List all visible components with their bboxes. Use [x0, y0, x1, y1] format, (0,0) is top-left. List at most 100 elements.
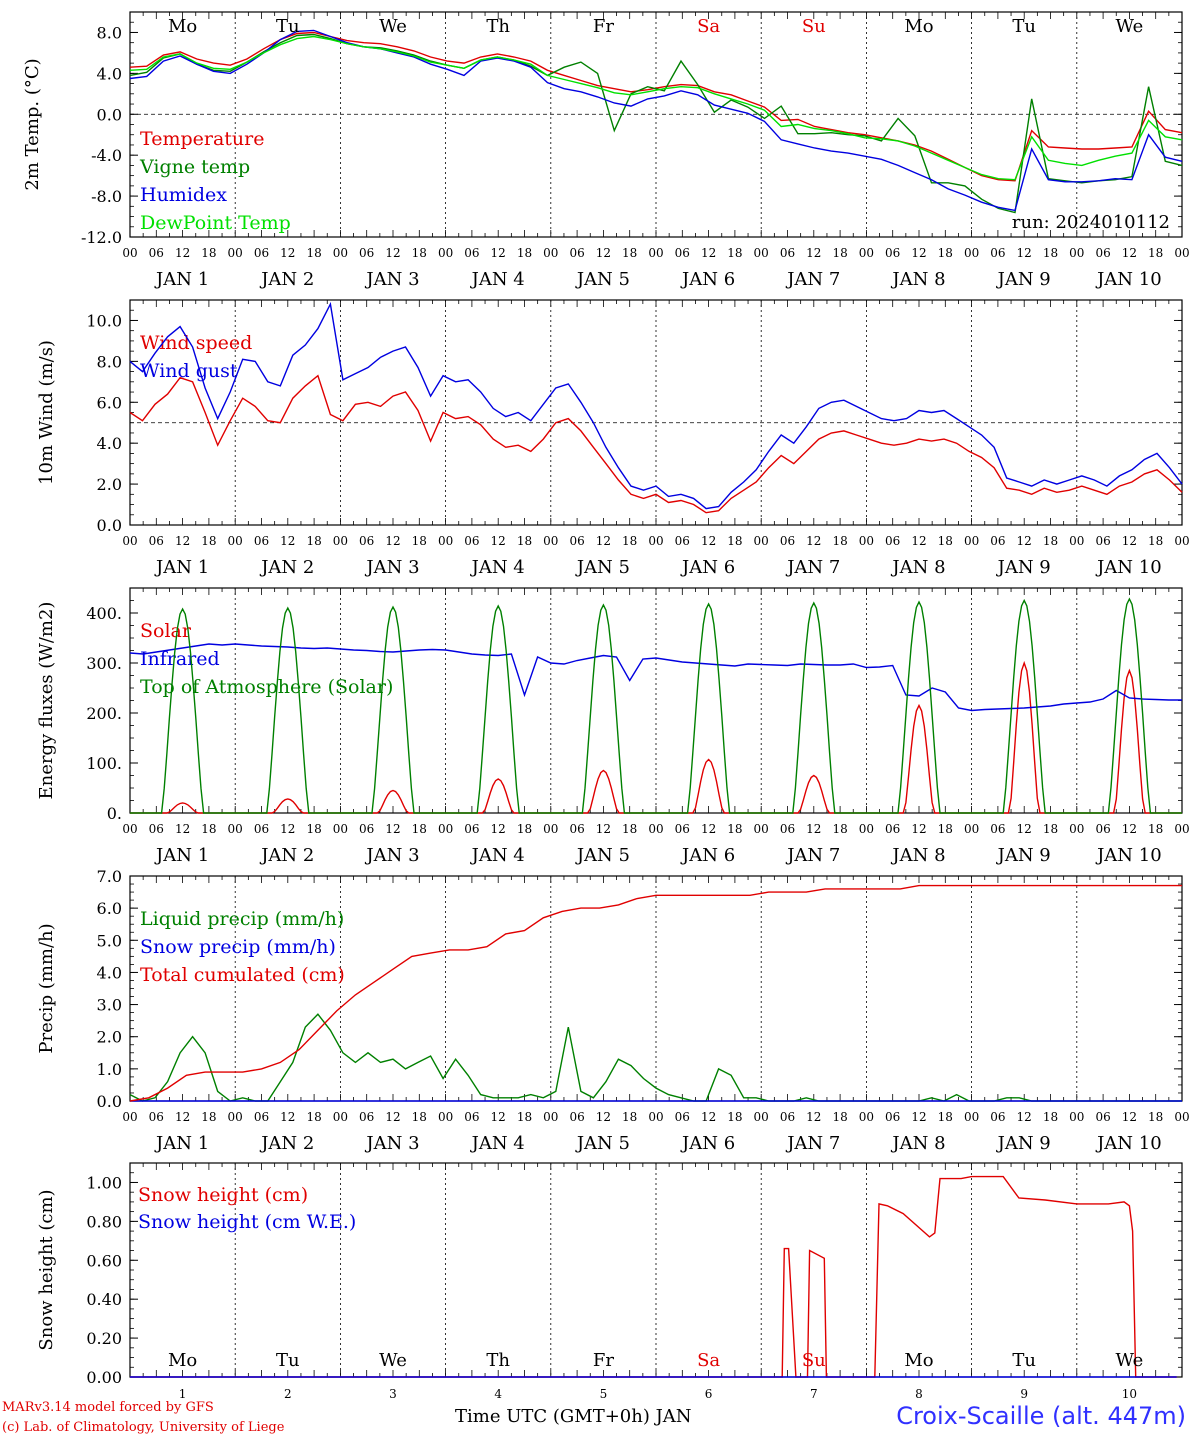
x-hour-label: 00: [228, 1110, 243, 1124]
series-line-liquid-precip-mm-h-: [129, 1013, 1182, 1102]
weekday-label: Mo: [168, 1350, 197, 1371]
weekday-label: Sa: [697, 1350, 720, 1371]
x-day-number: 6: [705, 1387, 713, 1400]
x-hour-label: 18: [201, 1110, 216, 1124]
x-hour-label: 06: [885, 246, 900, 260]
x-hour-label: 18: [622, 822, 637, 836]
x-hour-label: 06: [1095, 822, 1110, 836]
x-hour-label: 12: [280, 822, 295, 836]
x-hour-label: 12: [385, 534, 400, 548]
x-hour-label: 18: [832, 534, 847, 548]
x-hour-label: 18: [306, 822, 321, 836]
x-hour-label: 00: [859, 1110, 874, 1124]
x-date-label: JAN 5: [575, 557, 630, 578]
y-tick-label: 0.0: [97, 516, 122, 535]
x-hour-label: 18: [727, 822, 742, 836]
x-hour-label: 18: [938, 822, 953, 836]
y-tick-label: 1.00: [86, 1173, 122, 1192]
x-hour-label: 06: [780, 246, 795, 260]
series-line-snow-height-cm-: [130, 1175, 1177, 1378]
y-tick-label: 0.: [107, 804, 122, 823]
x-hour-label: 12: [1122, 1110, 1137, 1124]
x-hour-label: 00: [543, 1110, 558, 1124]
weekday-label: Fr: [593, 16, 614, 37]
x-hour-label: 18: [201, 534, 216, 548]
x-hour-label: 00: [754, 1110, 769, 1124]
x-hour-label: 12: [911, 1110, 926, 1124]
x-date-label: JAN 10: [1095, 845, 1162, 866]
x-hour-label: 00: [964, 246, 979, 260]
x-date-label: JAN 4: [470, 1133, 525, 1154]
y-tick-label: 0.20: [86, 1329, 122, 1348]
x-hour-label: 12: [911, 246, 926, 260]
x-hour-label: 00: [1174, 1110, 1189, 1124]
weekday-label: Tu: [276, 1350, 300, 1371]
x-date-label: JAN 3: [364, 845, 419, 866]
x-date-label: JAN 4: [470, 269, 525, 290]
x-hour-label: 18: [306, 1110, 321, 1124]
x-date-label: JAN 4: [470, 845, 525, 866]
legend-entry: Wind speed: [140, 332, 252, 354]
x-hour-label: 00: [122, 246, 137, 260]
x-date-label: JAN 9: [996, 1133, 1051, 1154]
x-hour-label: 06: [780, 534, 795, 548]
x-hour-label: 00: [1174, 534, 1189, 548]
x-hour-label: 00: [754, 534, 769, 548]
y-axis-label: 10m Wind (m/s): [36, 340, 57, 485]
x-hour-label: 00: [333, 1110, 348, 1124]
x-date-label: JAN 6: [680, 1133, 735, 1154]
x-hour-label: 00: [859, 246, 874, 260]
x-date-label: JAN 10: [1095, 557, 1162, 578]
x-hour-label: 00: [1069, 1110, 1084, 1124]
y-tick-label: 0.00: [86, 1368, 122, 1387]
x-date-label: JAN 5: [575, 845, 630, 866]
x-hour-label: 00: [228, 822, 243, 836]
x-date-label: JAN 2: [259, 845, 314, 866]
x-day-number: 8: [915, 1387, 923, 1400]
x-hour-label: 12: [806, 246, 821, 260]
weekday-label: We: [1116, 16, 1144, 37]
x-hour-label: 12: [1017, 534, 1032, 548]
x-hour-label: 06: [359, 246, 374, 260]
x-hour-label: 18: [1148, 822, 1163, 836]
y-tick-label: 400.: [86, 604, 122, 623]
x-hour-label: 12: [806, 1110, 821, 1124]
y-tick-label: 4.0: [97, 434, 122, 453]
legend-entry: Infrared: [140, 648, 220, 670]
y-axis-label: Energy fluxes (W/m2): [36, 602, 57, 800]
x-hour-label: 00: [1174, 822, 1189, 836]
x-hour-label: 18: [832, 1110, 847, 1124]
x-hour-label: 18: [1148, 534, 1163, 548]
x-hour-label: 12: [1122, 534, 1137, 548]
x-hour-label: 18: [412, 822, 427, 836]
legend-entry: Top of Atmosphere (Solar): [140, 676, 393, 698]
x-hour-label: 06: [464, 246, 479, 260]
x-hour-label: 06: [359, 534, 374, 548]
x-hour-label: 00: [648, 1110, 663, 1124]
y-tick-label: 3.0: [97, 996, 122, 1015]
x-hour-label: 12: [280, 1110, 295, 1124]
x-hour-label: 06: [149, 1110, 164, 1124]
x-hour-label: 18: [938, 534, 953, 548]
y-tick-label: 10.0: [86, 311, 122, 330]
x-hour-label: 12: [1017, 1110, 1032, 1124]
x-hour-label: 18: [1043, 822, 1058, 836]
x-hour-label: 12: [175, 1110, 190, 1124]
x-date-label: JAN 7: [785, 557, 840, 578]
x-date-label: JAN 6: [680, 845, 735, 866]
x-hour-label: 06: [464, 534, 479, 548]
x-hour-label: 06: [359, 822, 374, 836]
x-hour-label: 06: [464, 1110, 479, 1124]
x-hour-label: 12: [385, 822, 400, 836]
x-day-number: 10: [1122, 1387, 1137, 1400]
y-tick-label: 200.: [86, 704, 122, 723]
y-tick-label: -8.0: [91, 187, 122, 206]
x-hour-label: 06: [675, 246, 690, 260]
weekday-label: Fr: [593, 1350, 614, 1371]
x-hour-label: 00: [122, 822, 137, 836]
x-hour-label: 00: [1174, 246, 1189, 260]
x-date-label: JAN 5: [575, 269, 630, 290]
x-date-label: JAN 2: [259, 269, 314, 290]
weekday-label: Th: [486, 16, 510, 37]
y-tick-label: -4.0: [91, 146, 122, 165]
